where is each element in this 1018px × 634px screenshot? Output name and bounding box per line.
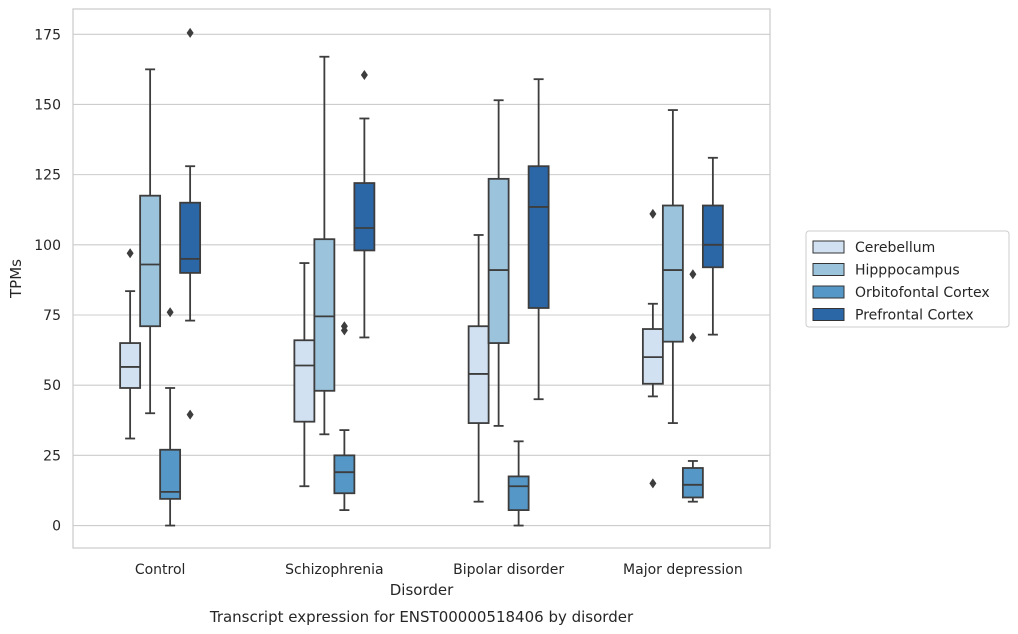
- box-iqr: [681, 467, 704, 499]
- x-axis-label: Disorder: [390, 581, 454, 599]
- box-orbitofontal-cortex: [507, 440, 530, 527]
- box-iqr: [353, 182, 376, 252]
- outlier-point: [360, 69, 368, 80]
- box-prefrontal-cortex: [701, 156, 724, 336]
- chart-caption: Transcript expression for ENST0000051840…: [209, 608, 634, 626]
- box-cerebellum: [293, 262, 316, 488]
- box-iqr: [701, 204, 724, 269]
- box-orbitofontal-cortex: [681, 269, 704, 503]
- legend-frame: [805, 230, 1010, 328]
- box-iqr: [527, 165, 550, 309]
- box-cerebellum: [119, 248, 142, 440]
- box-hipppocampus: [661, 109, 684, 424]
- box-hipppocampus: [139, 68, 162, 415]
- y-tick-label: 150: [34, 97, 61, 113]
- x-tick-label: Major depression: [623, 562, 743, 578]
- outlier-point: [126, 248, 134, 259]
- y-tick-label: 100: [34, 238, 61, 254]
- box-iqr: [487, 177, 510, 344]
- box-iqr: [661, 204, 684, 343]
- box-iqr: [179, 201, 202, 274]
- y-tick-label: 25: [43, 448, 61, 464]
- box-prefrontal-cortex: [179, 27, 202, 420]
- outlier-point: [166, 307, 174, 318]
- legend-label: Prefrontal Cortex: [855, 308, 974, 324]
- y-tick-label: 50: [43, 378, 61, 394]
- y-tick-label: 175: [34, 27, 61, 43]
- legend-label: Hipppocampus: [855, 263, 960, 279]
- y-tick-label: 75: [43, 308, 61, 324]
- legend-swatch: [812, 240, 845, 254]
- plot-frame: [72, 8, 771, 549]
- box-iqr: [119, 342, 142, 389]
- y-axis-label: TPMs: [7, 259, 25, 299]
- box-iqr: [293, 339, 316, 423]
- outlier-point: [689, 269, 697, 280]
- x-tick-labels: Control Schizophrenia Bipolar disorder Majo…: [135, 562, 743, 578]
- outlier-point: [186, 27, 194, 38]
- legend-swatch: [812, 285, 845, 299]
- legend-label: Cerebellum: [855, 240, 935, 256]
- box-iqr: [507, 475, 530, 512]
- box-prefrontal-cortex: [527, 78, 550, 401]
- box-cerebellum: [641, 208, 664, 489]
- outlier-point: [689, 332, 697, 343]
- box-iqr: [159, 448, 182, 500]
- legend-swatch: [812, 308, 845, 321]
- y-tick-label: 125: [34, 168, 61, 184]
- box-orbitofontal-cortex: [159, 307, 182, 527]
- box-orbitofontal-cortex: [333, 321, 356, 512]
- y-tick-labels: 0 25 50 75 100 125 150 175: [34, 27, 61, 534]
- outlier-point: [186, 409, 194, 420]
- x-tick-label: Control: [135, 562, 186, 578]
- box-prefrontal-cortex: [353, 69, 376, 339]
- box-iqr: [139, 194, 162, 328]
- legend-label: Orbitofontal Cortex: [855, 285, 990, 301]
- box-iqr: [333, 454, 356, 495]
- x-tick-label: Bipolar disorder: [453, 562, 564, 578]
- y-tick-label: 0: [52, 519, 61, 535]
- plot-boxes: [119, 27, 724, 527]
- box-cerebellum: [467, 234, 490, 503]
- legend-swatch: [812, 263, 845, 276]
- outlier-point: [649, 478, 657, 489]
- legend: Cerebellum Hipppocampus Orbitofontal Corte…: [805, 230, 1010, 328]
- box-hipppocampus: [313, 55, 336, 436]
- box-hipppocampus: [487, 99, 510, 427]
- x-tick-label: Schizophrenia: [285, 562, 383, 578]
- outlier-point: [340, 321, 348, 332]
- outlier-point: [649, 208, 657, 219]
- box-iqr: [313, 238, 336, 392]
